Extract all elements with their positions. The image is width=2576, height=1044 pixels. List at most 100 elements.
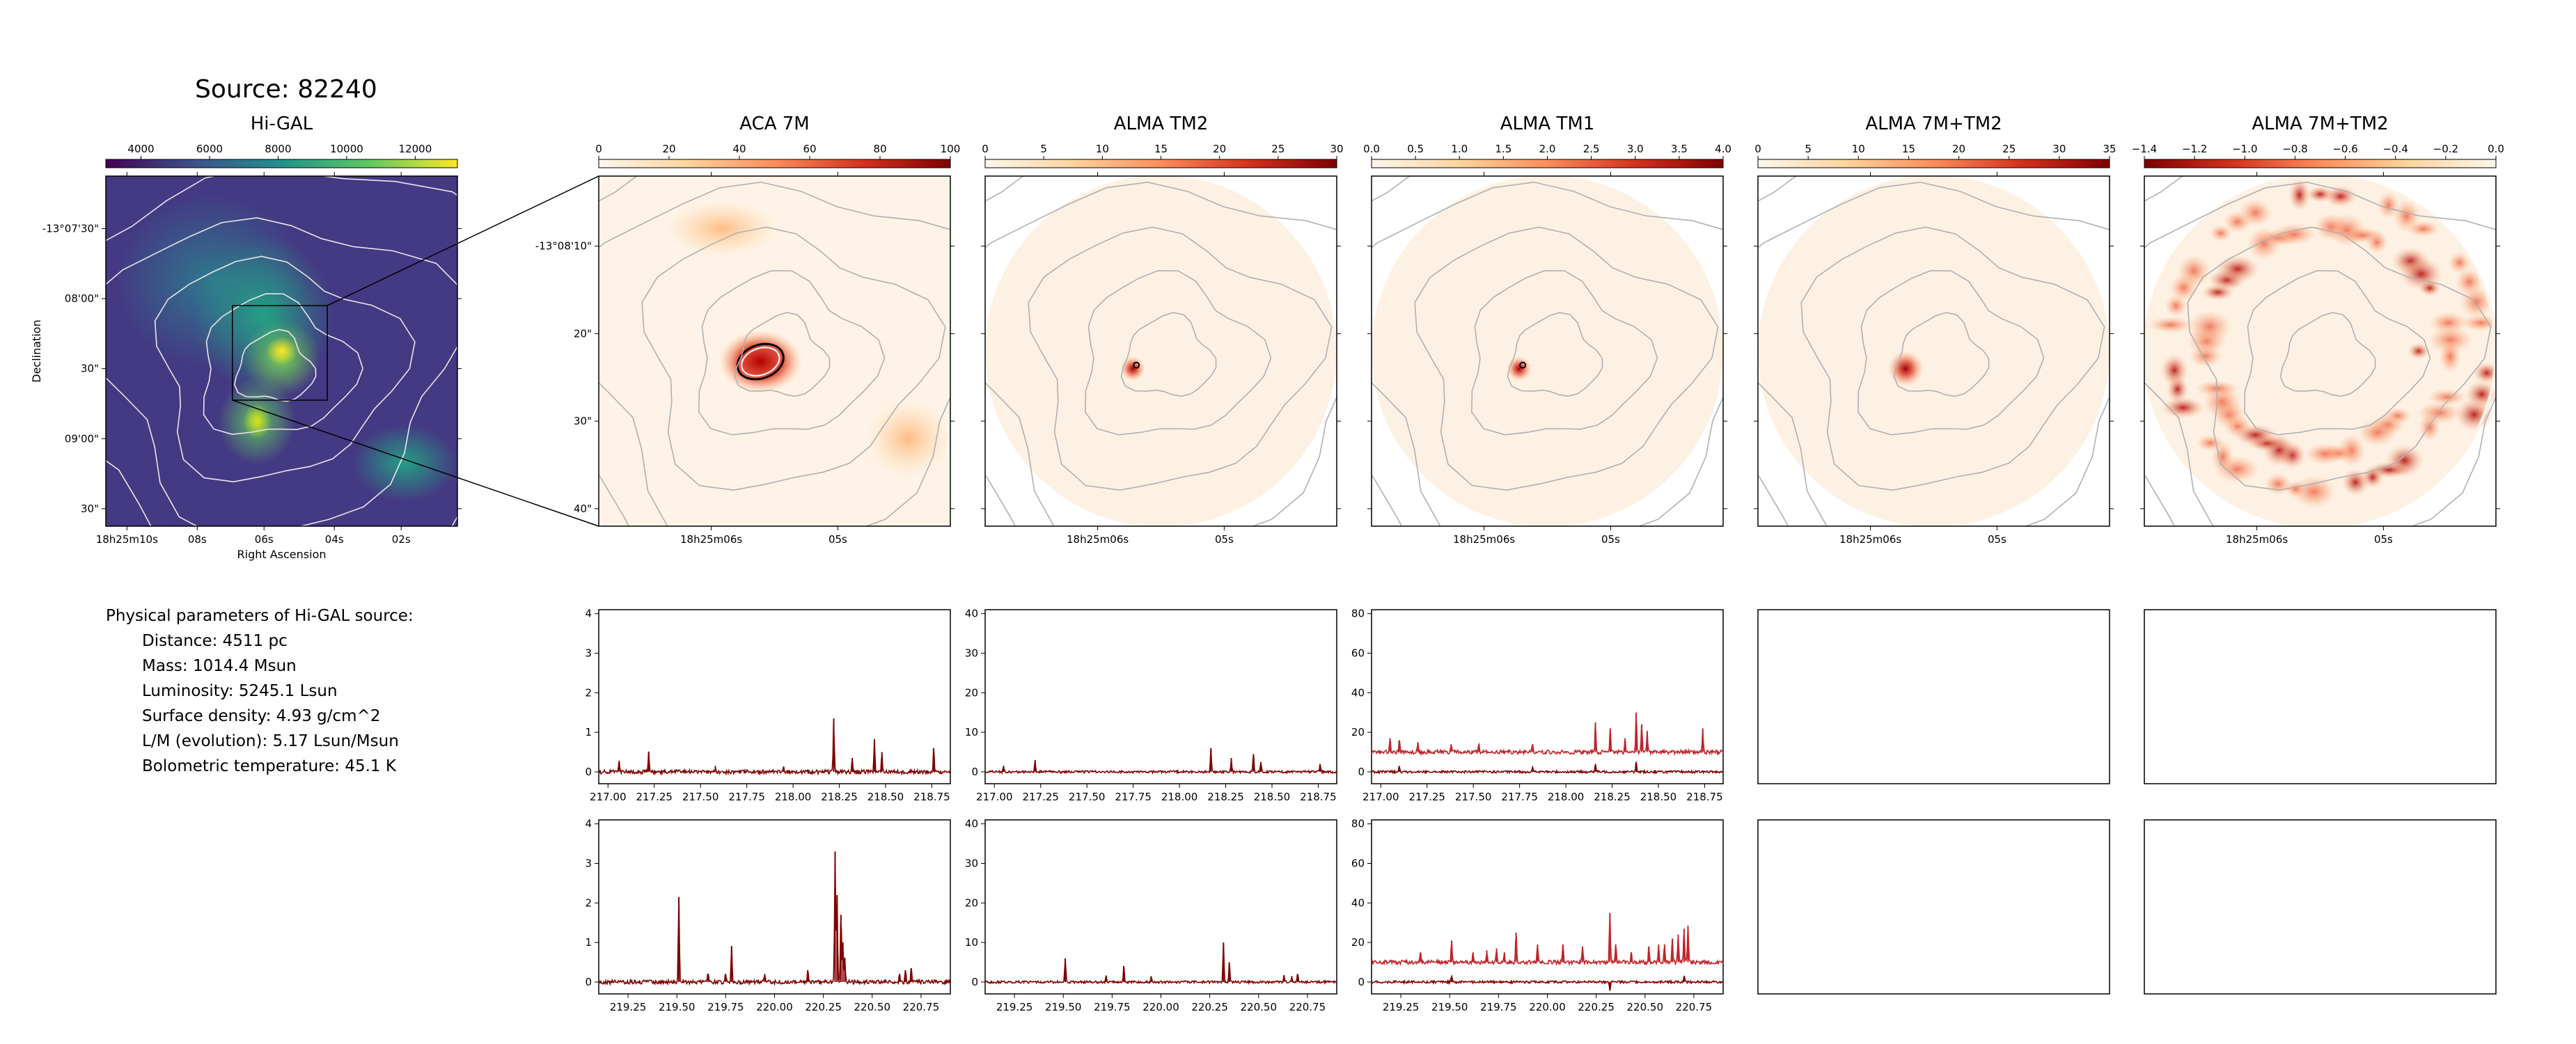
spectrum-panel: 217.00 217.25 217.50 217.75 218.00 218.25 218.… [965,608,1337,803]
colorbar [1371,159,1724,168]
contour-line [1028,226,1333,491]
x-tick-label: 217.75 [1501,791,1538,803]
x-tick-label: 217.25 [1022,791,1059,803]
x-tick-label: 04s [325,533,344,546]
spectrum-panel: 219.25 219.50 219.75 220.00 220.25 220.50 220.… [1351,818,1724,1013]
contour-line [2144,181,2496,526]
colorbar-tick-label: 3.0 [1627,143,1644,155]
x-tick-label: 18h25m10s [96,533,158,546]
residual-blob [2454,397,2494,432]
colorbar-tick-label: 2.5 [1583,143,1600,155]
panel-title: ACA 7M [739,113,810,134]
x-tick-label: 18h25m06s [1839,533,1901,546]
x-tick-label: 218.75 [1300,791,1337,803]
y-tick-label: 40 [965,818,978,830]
spectrum-panel: 219.25 219.50 219.75 220.00 220.25 220.50 220.… [585,818,951,1013]
contour-line [1372,181,1723,526]
colorbar-tick-label: −0.6 [2332,143,2357,155]
x-tick-label: 220.75 [1289,1001,1326,1013]
colorbar-tick-label: 30 [1330,143,1343,155]
x-tick-label: 220.25 [1578,1001,1615,1013]
x-tick-label: 217.25 [1408,791,1445,803]
colorbar-tick-label: 4.0 [1715,143,1731,155]
y-tick-label: 60 [1351,647,1365,660]
contour-line [1084,270,1272,436]
colorbar [2144,159,2497,168]
spectrum-series [984,748,1337,775]
panel-title: Hi-GAL [251,113,313,134]
colorbar-tick-label: 60 [803,143,816,155]
x-tick-label: 220.00 [1529,1001,1566,1013]
x-tick-label: 218.25 [1207,791,1244,803]
map-frame [598,175,951,527]
residual-blob [2439,340,2462,374]
colorbar-tick-label: 20 [662,143,675,155]
x-tick-label: 218.50 [1640,791,1677,803]
y-tick-label: -13°08'10" [535,240,592,253]
y-tick-label: 40 [1351,896,1365,909]
emission-core [718,330,803,393]
spectrum-panel [2144,819,2497,995]
contour-line [1758,181,2110,526]
colorbar-tick-label: −0.8 [2282,143,2307,155]
x-tick-label: 220.75 [1676,1001,1713,1013]
panel-alma-7m-tm2-diff: ALMA 7M+TM2 −1.4 −1.2 −1.0 −0.8 −0.6 −0.4 −0.2 0… [2132,113,2504,546]
colorbar-tick-label: 10 [1096,143,1109,155]
residual-blob [2418,279,2441,296]
x-tick-label: 219.50 [659,1001,696,1013]
panel-alma-7m-tm2: ALMA 7M+TM2 0 5 10 15 20 25 30 35 18h25m06s 05s [1754,113,2116,546]
map-image [599,176,950,526]
x-tick-label: 219.50 [1431,1001,1468,1013]
residual-blob [2366,231,2389,254]
x-tick-label: 217.00 [976,791,1013,803]
panel-aca-7m: ACA 7M 0 20 40 60 80 100 18h25m06s 05s -13°08'10"… [535,113,961,546]
colorbar-tick-label: 0.0 [1363,143,1380,155]
residual-blob [2238,198,2272,227]
colorbar-tick-label: 15 [1902,143,1915,155]
x-tick-label: 220.50 [1627,1001,1664,1013]
y-tick-label: 10 [965,726,978,738]
residual-blob [2177,254,2211,288]
contour-line [2187,226,2492,491]
page-title: Source: 82240 [195,75,377,104]
y-tick-label: 30" [81,503,99,515]
x-tick-label: 08s [188,533,207,546]
primary-beam [1758,176,2110,526]
source-ellipse [736,342,785,381]
spectrum-frame [1371,819,1724,995]
x-tick-label: 02s [392,533,411,546]
map-image [985,176,1337,526]
residual-blob [2264,473,2293,496]
contour-line [599,181,950,526]
spectrum-frame [1757,819,2110,995]
x-tick-label: 218.25 [1594,791,1631,803]
contour-line [1857,270,2045,436]
y-tick-label: 80 [1351,608,1365,620]
residual-blob [2196,434,2224,452]
y-tick-label: 09'00" [65,432,99,445]
panel-title: ALMA TM1 [1500,113,1595,134]
colorbar-tick-label: −1.2 [2182,143,2207,155]
colorbar-tick-label: 30 [2052,143,2066,155]
x-axis-label: Right Ascension [237,548,327,561]
contour-line [234,329,317,402]
y-tick-label: 30 [965,857,978,870]
colorbar-tick-label: 40 [732,143,746,155]
spectrum-series [1371,761,1724,775]
x-tick-label: 220.00 [756,1001,793,1013]
colorbar-tick-label: 0.0 [2488,143,2504,155]
spectrum-panel [2144,609,2497,784]
residual-blob [2427,388,2467,406]
spectrum-panel: 217.00 217.25 217.50 217.75 218.00 218.25 218.… [1351,608,1724,803]
x-tick-label: 217.25 [636,791,673,803]
colorbar [984,159,1337,168]
spectrum-panel [1757,819,2110,995]
primary-beam [985,176,1337,526]
x-tick-label: 05s [1215,533,1234,546]
x-tick-label: 217.50 [1069,791,1106,803]
param-lm-evolution: L/M (evolution): 5.17 Lsun/Msun [142,732,399,750]
zoom-connector [327,175,599,306]
contour-line [154,255,416,483]
colorbar-tick-label: −1.4 [2132,143,2157,155]
spectrum-frame [598,609,951,784]
